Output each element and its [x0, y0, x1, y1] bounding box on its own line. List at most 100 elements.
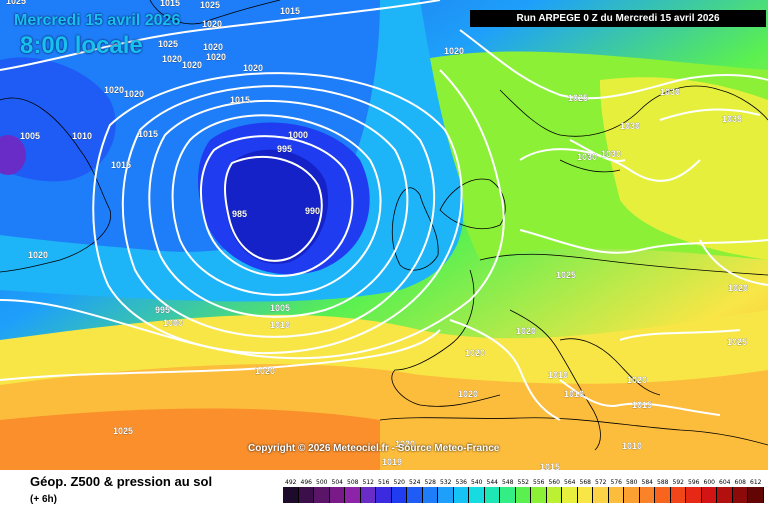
- isobar-label: 1020: [444, 46, 464, 56]
- scale-swatch: [298, 487, 314, 503]
- scale-cell: 504: [329, 478, 345, 503]
- forecast-date: Mercredi 15 avril 2026: [14, 12, 181, 29]
- isobar-label: 1015: [632, 400, 652, 410]
- isobar-label: 1020: [206, 52, 226, 62]
- copyright-notice: Copyright © 2026 Meteociel.fr - Source M…: [248, 443, 500, 454]
- field-purple-spot: [0, 135, 26, 175]
- scale-label: 556: [533, 479, 545, 486]
- scale-cell: 588: [655, 478, 671, 503]
- scale-cell: 512: [360, 478, 376, 503]
- isobar-label: 1020: [124, 89, 144, 99]
- scale-cell: 592: [670, 478, 686, 503]
- isobar-label: 1010: [564, 389, 584, 399]
- scale-swatch: [469, 487, 485, 503]
- isobars: [0, 0, 768, 420]
- scale-swatch: [531, 487, 547, 503]
- scale-swatch: [546, 487, 562, 503]
- scale-cell: 612: [748, 478, 764, 503]
- scale-cell: 496: [298, 478, 314, 503]
- scale-label: 584: [641, 479, 653, 486]
- isobar-label: 1025: [200, 0, 220, 10]
- isobar-label: 1020: [255, 366, 275, 376]
- isobar-label: 1020: [728, 283, 748, 293]
- isobar-label: 1020: [203, 42, 223, 52]
- scale-label: 520: [393, 479, 405, 486]
- scale-swatch: [345, 487, 361, 503]
- scale-cell: 544: [484, 478, 500, 503]
- scale-label: 496: [300, 479, 312, 486]
- field-yellow-band: [0, 310, 768, 385]
- scale-label: 536: [455, 479, 467, 486]
- scale-cell: 572: [593, 478, 609, 503]
- scale-label: 528: [424, 479, 436, 486]
- scale-cell: 568: [577, 478, 593, 503]
- scale-label: 604: [719, 479, 731, 486]
- isobar-label: 1020: [104, 85, 124, 95]
- isobar-label: 1019: [382, 457, 402, 467]
- isobar-label: 1015: [280, 6, 300, 16]
- isobar-label: 1015: [111, 160, 131, 170]
- legend-bar: Géop. Z500 & pression au sol (+ 6h) 492 4…: [0, 470, 768, 512]
- color-scale: 492 496 500 504 508 512 516 520 524 528 532 536 540 5…: [283, 478, 764, 503]
- scale-swatch: [515, 487, 531, 503]
- scale-swatch: [717, 487, 733, 503]
- scale-label: 576: [610, 479, 622, 486]
- isobar-labels: 1015 1025 1015 1020 1025 1020 1020 1020 …: [6, 0, 748, 470]
- scale-swatch: [484, 487, 500, 503]
- isobar-label: 1020: [182, 60, 202, 70]
- scale-swatch: [608, 487, 624, 503]
- scale-label: 588: [657, 479, 669, 486]
- scale-swatch: [453, 487, 469, 503]
- scale-swatch: [670, 487, 686, 503]
- scale-label: 524: [409, 479, 421, 486]
- isobar-label: 1015: [160, 0, 180, 8]
- isobar-label: 1015: [138, 129, 158, 139]
- scale-label: 592: [672, 479, 684, 486]
- isobar-label: 1035: [722, 114, 742, 124]
- isobar-label: 1020: [627, 375, 647, 385]
- forecast-time: 8:00 locale: [20, 32, 143, 59]
- isobar-label: 1010: [622, 441, 642, 451]
- scale-label: 492: [285, 479, 297, 486]
- scale-label: 548: [502, 479, 514, 486]
- isobar-label: 1020: [395, 439, 415, 449]
- isobar-label: 1000: [288, 130, 308, 140]
- isobar-label: 1030: [660, 87, 680, 97]
- scale-cell: 608: [732, 478, 748, 503]
- isobar-label: 995: [277, 144, 292, 154]
- isobar-label: 1020: [243, 63, 263, 73]
- scale-label: 560: [548, 479, 560, 486]
- scale-label: 504: [331, 479, 343, 486]
- scale-swatch: [748, 487, 764, 503]
- scale-swatch: [562, 487, 578, 503]
- scale-swatch: [422, 487, 438, 503]
- isobar-label: 1030: [601, 149, 621, 159]
- scale-cell: 556: [531, 478, 547, 503]
- scale-cell: 560: [546, 478, 562, 503]
- isobar-label: 1005: [270, 303, 290, 313]
- scale-cell: 524: [407, 478, 423, 503]
- field-deep-orange: [0, 408, 380, 470]
- scale-label: 568: [579, 479, 591, 486]
- scale-swatch: [655, 487, 671, 503]
- scale-cell: 576: [608, 478, 624, 503]
- scale-swatch: [593, 487, 609, 503]
- scale-label: 600: [703, 479, 715, 486]
- isobar-label: 1025: [727, 337, 747, 347]
- isobar-label: 1020: [458, 389, 478, 399]
- field-darkest-low: [224, 149, 329, 264]
- scale-label: 508: [347, 479, 359, 486]
- scale-label: 516: [378, 479, 390, 486]
- isobar-label: 1030: [620, 121, 640, 131]
- scale-label: 500: [316, 479, 328, 486]
- isobar-label: 1005: [20, 131, 40, 141]
- isobar-label: 1015: [540, 462, 560, 470]
- field-dark-northwest: [0, 57, 116, 182]
- scale-label: 540: [471, 479, 483, 486]
- scale-label: 532: [440, 479, 452, 486]
- scale-swatch: [391, 487, 407, 503]
- isobar-label: 1025: [6, 0, 26, 6]
- isobar-label: 985: [232, 209, 247, 219]
- scale-swatch: [577, 487, 593, 503]
- isobar-label: 1025: [568, 93, 588, 103]
